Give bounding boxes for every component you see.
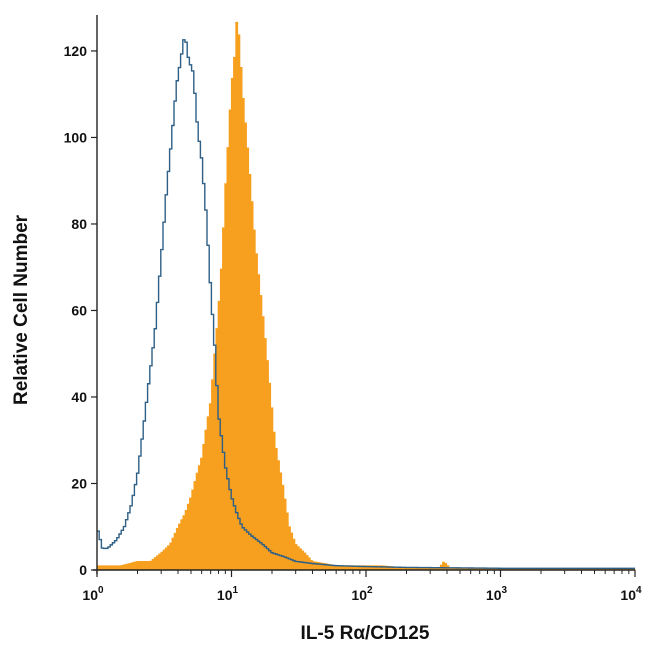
x-axis-title: IL-5 Rα/CD125 <box>301 623 430 644</box>
y-tick-label: 100 <box>64 129 88 145</box>
y-tick-label: 0 <box>79 562 87 578</box>
x-tick-label: 103 <box>486 585 508 603</box>
x-tick-label: 100 <box>82 585 104 603</box>
x-axis: 100 101 102 103 104 <box>82 569 642 603</box>
histogram-series-outline <box>97 39 635 569</box>
y-axis-title: Relative Cell Number <box>11 214 32 405</box>
histogram-series-filled <box>96 21 636 571</box>
y-axis: 0 20 40 60 80 100 120 <box>64 15 98 578</box>
y-tick-label: 60 <box>71 302 87 318</box>
plot-area <box>96 21 636 571</box>
y-tick-label: 20 <box>71 475 87 491</box>
x-tick-label: 104 <box>620 585 642 603</box>
y-tick-label: 120 <box>64 43 88 59</box>
x-tick-label: 101 <box>217 585 239 603</box>
y-tick-label: 40 <box>71 389 87 405</box>
y-tick-label: 80 <box>71 216 87 232</box>
x-tick-label: 102 <box>351 585 373 603</box>
